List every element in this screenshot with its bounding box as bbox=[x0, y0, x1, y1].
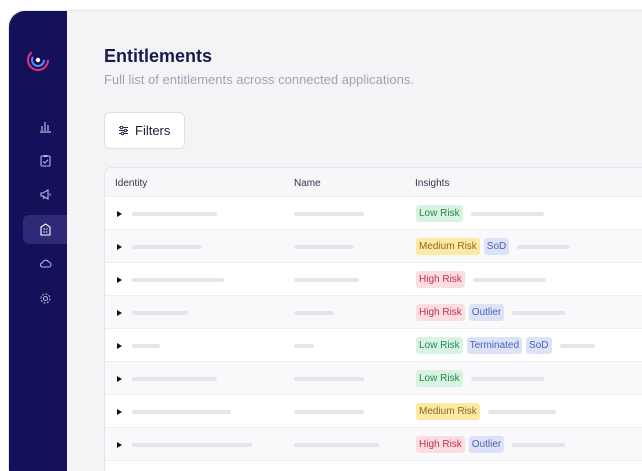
filters-button[interactable]: Filters bbox=[104, 112, 185, 149]
insights-cell: Medium Risk SoD bbox=[416, 238, 571, 255]
name-placeholder bbox=[294, 443, 379, 447]
outlier-badge: Outlier bbox=[468, 436, 505, 453]
identity-placeholder bbox=[132, 278, 224, 282]
column-header-insights[interactable]: Insights bbox=[415, 178, 450, 189]
name-placeholder bbox=[294, 344, 314, 348]
outlier-badge: Outlier bbox=[468, 304, 505, 321]
main-content: Entitlements Full list of entitlements a… bbox=[67, 11, 642, 471]
sliders-icon bbox=[119, 125, 128, 136]
high-risk-badge: High Risk bbox=[416, 436, 465, 453]
name-placeholder bbox=[294, 245, 354, 249]
terminated-badge: Terminated bbox=[466, 337, 523, 354]
name-placeholder bbox=[294, 278, 359, 282]
insight-placeholder bbox=[517, 244, 571, 249]
expand-caret-icon[interactable] bbox=[117, 409, 122, 415]
name-placeholder bbox=[294, 410, 364, 414]
table-row[interactable]: Medium Risk SoD bbox=[105, 230, 642, 263]
column-header-identity[interactable]: Identity bbox=[115, 178, 148, 189]
identity-placeholder bbox=[132, 410, 231, 414]
insight-placeholder bbox=[472, 277, 546, 282]
table-row[interactable]: High Risk Outlier bbox=[105, 296, 642, 329]
high-risk-badge: High Risk bbox=[416, 304, 465, 321]
identity-placeholder bbox=[132, 311, 188, 315]
name-placeholder bbox=[294, 212, 364, 216]
clipboard-check-icon bbox=[39, 155, 51, 167]
sidebar-item-campaigns[interactable] bbox=[23, 180, 67, 209]
sidebar bbox=[9, 11, 67, 471]
entitlements-table: Identity Name Insights Low Risk Medium R… bbox=[104, 167, 642, 471]
expand-caret-icon[interactable] bbox=[117, 442, 122, 448]
insights-cell: High Risk bbox=[416, 271, 546, 288]
name-placeholder bbox=[294, 377, 364, 381]
table-row[interactable]: Low Risk bbox=[105, 362, 642, 395]
high-risk-badge: High Risk bbox=[416, 271, 465, 288]
sod-badge: SoD bbox=[526, 337, 552, 354]
insights-cell: High Risk Outlier bbox=[416, 304, 566, 321]
low-risk-badge: Low Risk bbox=[416, 337, 463, 354]
table-row[interactable]: High Risk bbox=[105, 263, 642, 296]
logo-icon bbox=[27, 49, 49, 71]
sidebar-item-settings[interactable] bbox=[23, 284, 67, 313]
identity-placeholder bbox=[132, 212, 217, 216]
insight-placeholder bbox=[470, 211, 544, 216]
insights-cell: Low Risk bbox=[416, 370, 544, 387]
medium-risk-badge: Medium Risk bbox=[416, 403, 480, 420]
filters-label: Filters bbox=[135, 123, 171, 138]
insights-cell: Low Risk Terminated SoD bbox=[416, 337, 595, 354]
expand-caret-icon[interactable] bbox=[117, 310, 122, 316]
expand-caret-icon[interactable] bbox=[117, 211, 122, 217]
expand-caret-icon[interactable] bbox=[117, 244, 122, 250]
low-risk-badge: Low Risk bbox=[416, 370, 463, 387]
expand-caret-icon[interactable] bbox=[117, 343, 122, 349]
building-icon bbox=[39, 223, 51, 236]
gear-icon bbox=[39, 293, 51, 304]
insights-cell: High Risk Outlier bbox=[416, 436, 566, 453]
megaphone-icon bbox=[39, 189, 51, 200]
name-placeholder bbox=[294, 311, 334, 315]
expand-caret-icon[interactable] bbox=[117, 376, 122, 382]
identity-placeholder bbox=[132, 443, 252, 447]
sidebar-item-reviews[interactable] bbox=[23, 146, 67, 175]
page-title: Entitlements bbox=[104, 46, 213, 66]
app-window: Entitlements Full list of entitlements a… bbox=[9, 11, 642, 471]
sidebar-item-cloud[interactable] bbox=[23, 249, 67, 278]
insight-placeholder bbox=[512, 310, 566, 315]
insights-cell: Medium Risk bbox=[416, 403, 556, 420]
table-row[interactable]: Medium Risk bbox=[105, 395, 642, 428]
sidebar-item-analytics[interactable] bbox=[23, 112, 67, 141]
table-header: Identity Name Insights bbox=[105, 168, 642, 197]
low-risk-badge: Low Risk bbox=[416, 205, 463, 222]
identity-placeholder bbox=[132, 377, 217, 381]
expand-caret-icon[interactable] bbox=[117, 277, 122, 283]
sidebar-item-entitlements[interactable] bbox=[23, 215, 67, 244]
insight-placeholder bbox=[559, 343, 595, 348]
sod-badge: SoD bbox=[483, 238, 510, 255]
identity-placeholder bbox=[132, 344, 160, 348]
insights-cell: Low Risk bbox=[416, 205, 544, 222]
table-row[interactable]: High Risk Outlier bbox=[105, 428, 642, 461]
cloud-icon bbox=[39, 259, 52, 268]
table-row[interactable]: Low Risk bbox=[105, 197, 642, 230]
insight-placeholder bbox=[487, 409, 556, 414]
page-subtitle: Full list of entitlements across connect… bbox=[104, 72, 414, 87]
bar-chart-icon bbox=[39, 122, 51, 133]
column-header-name[interactable]: Name bbox=[294, 178, 321, 189]
identity-placeholder bbox=[132, 245, 202, 249]
table-row[interactable]: Low Risk Terminated SoD bbox=[105, 329, 642, 362]
insight-placeholder bbox=[470, 376, 544, 381]
insight-placeholder bbox=[512, 442, 566, 447]
medium-risk-badge: Medium Risk bbox=[416, 238, 480, 255]
